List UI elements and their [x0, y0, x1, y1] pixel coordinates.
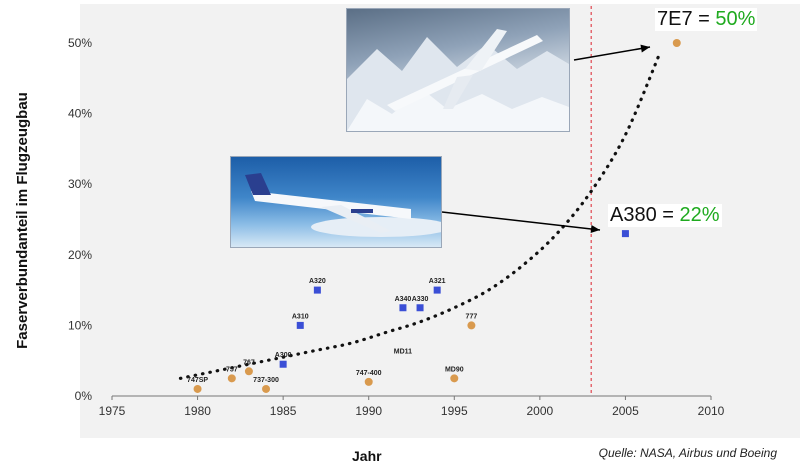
x-tick-label: 1980 — [184, 404, 211, 418]
airbus-a380-photo — [230, 156, 442, 248]
point-label: A330 — [412, 296, 429, 303]
point-label: MD90 — [445, 366, 464, 373]
point-label: 767 — [243, 359, 255, 366]
point-airbus — [279, 360, 287, 368]
point-label: 757 — [226, 366, 238, 373]
point-label: A340 — [395, 296, 412, 303]
callout-a380: A380 = 22% — [608, 204, 722, 227]
point-boeing — [672, 39, 681, 47]
y-tick-label: 10% — [68, 318, 92, 332]
point-label: 747SP — [187, 377, 208, 384]
callout-7e7-eq: = — [692, 8, 716, 30]
arrow-7e7-head — [640, 44, 650, 53]
point-airbus — [621, 230, 629, 238]
y-tick-label: 30% — [68, 177, 92, 191]
point-label: A300 — [275, 352, 292, 359]
arrow-7e7 — [573, 46, 651, 61]
point-boeing — [244, 367, 253, 376]
point-label: A321 — [429, 278, 446, 285]
x-tick-label: 1995 — [441, 404, 468, 418]
point-airbus — [416, 304, 424, 312]
y-tick-label: 20% — [68, 248, 92, 262]
point-airbus — [296, 321, 304, 329]
boeing-7e7-photo — [346, 8, 570, 132]
points-layer — [193, 39, 681, 393]
x-tick-label: 1985 — [270, 404, 297, 418]
callout-7e7-name: 7E7 — [657, 8, 693, 30]
point-airbus — [433, 286, 441, 294]
point-label: A310 — [292, 313, 309, 320]
trend-layer — [178, 51, 662, 380]
y-tick-label: 50% — [68, 36, 92, 50]
point-label: MD11 — [394, 349, 412, 356]
axes-layer: 1975 1980 1985 1990 1995 2000 2005 2010 0% 10% 20%… — [68, 36, 725, 418]
arrow-a380-head — [590, 225, 600, 233]
point-boeing — [467, 321, 476, 330]
y-tick-label: 40% — [68, 107, 92, 121]
x-tick-label: 2005 — [612, 404, 639, 418]
point-boeing — [364, 377, 373, 386]
point-boeing — [262, 384, 271, 393]
point-boeing — [227, 374, 236, 383]
x-tick-label: 1990 — [355, 404, 382, 418]
source-note: Quelle: NASA, Airbus und Boeing — [598, 446, 777, 460]
x-tick-label: 2010 — [698, 404, 725, 418]
point-label: 747-400 — [356, 370, 382, 377]
point-airbus — [313, 286, 321, 294]
point-labels-layer: A300 A310 A320 A340 A330 A321 747SP 757 767 737-3… — [187, 278, 477, 384]
point-airbus — [399, 304, 407, 312]
callout-a380-eq: = — [656, 204, 680, 226]
x-axis-title: Jahr — [352, 448, 382, 464]
point-label: 777 — [466, 313, 478, 320]
x-tick-label: 1975 — [99, 404, 126, 418]
point-boeing — [193, 384, 202, 393]
callout-7e7-value: 50% — [715, 8, 756, 30]
callout-a380-value: 22% — [679, 204, 720, 226]
callout-a380-name: A380 — [610, 204, 657, 226]
point-boeing — [450, 374, 459, 383]
arrow-a380 — [441, 211, 601, 231]
arrows-layer — [441, 44, 651, 233]
trend-line — [178, 51, 662, 380]
point-label: A320 — [309, 278, 326, 285]
y-tick-label: 0% — [75, 389, 93, 403]
point-label: 737-300 — [253, 377, 279, 384]
callout-7e7: 7E7 = 50% — [655, 8, 758, 31]
x-tick-label: 2000 — [527, 404, 554, 418]
y-axis-title: Faserverbundanteil im Flugzeugbau — [13, 91, 31, 349]
